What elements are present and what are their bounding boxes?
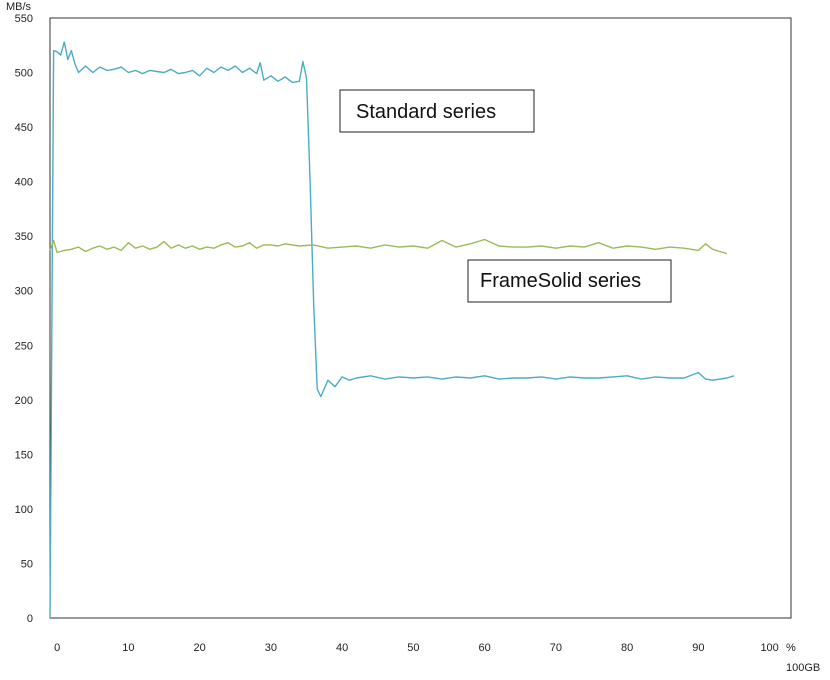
- y-tick-label: 150: [15, 449, 33, 461]
- y-tick-label: 450: [15, 122, 33, 134]
- y-tick-label: 550: [15, 13, 33, 25]
- x-tick-label: 10: [122, 642, 134, 654]
- framesolid-series-annotation: FrameSolid series: [467, 259, 672, 303]
- y-tick-label: 300: [15, 286, 33, 298]
- x-tick-label: 70: [550, 642, 562, 654]
- x-tick-label: 80: [621, 642, 633, 654]
- y-tick-label: 50: [21, 558, 33, 570]
- standard-series-line: [49, 41, 735, 619]
- y-axis-ticks: 0 50 100 150 200 250 300 350 400 450 500 550: [15, 13, 33, 625]
- standard-series-annotation: Standard series: [339, 89, 535, 133]
- x-tick-label: 50: [407, 642, 419, 654]
- x-tick-label: 20: [194, 642, 206, 654]
- framesolid-series-annotation-box: [467, 259, 672, 303]
- framesolid-series-line: [49, 238, 728, 255]
- y-tick-label: 350: [15, 231, 33, 243]
- series-layer: [49, 41, 735, 619]
- x-tick-label: 0: [54, 642, 60, 654]
- x-tick-label: 40: [336, 642, 348, 654]
- x-axis-unit-label: %: [786, 642, 796, 654]
- y-axis-unit-label: MB/s: [6, 1, 32, 13]
- y-tick-label: 100: [15, 504, 33, 516]
- y-tick-label: 400: [15, 177, 33, 189]
- y-tick-label: 250: [15, 340, 33, 352]
- x-tick-label: 90: [692, 642, 704, 654]
- x-axis-ticks: 0 10 20 30 40 50 60 70 80 90 100: [54, 642, 779, 654]
- y-tick-label: 0: [27, 613, 33, 625]
- x-axis-unit-sub-label: 100GB: [786, 662, 820, 674]
- y-tick-label: 200: [15, 395, 33, 407]
- framesolid-series-annotation-text: FrameSolid series: [480, 270, 641, 292]
- x-tick-label: 60: [479, 642, 491, 654]
- standard-series-annotation-text: Standard series: [356, 101, 496, 123]
- standard-series-annotation-box: [339, 89, 535, 133]
- y-tick-label: 500: [15, 68, 33, 80]
- x-tick-label: 30: [265, 642, 277, 654]
- x-tick-label: 100: [760, 642, 778, 654]
